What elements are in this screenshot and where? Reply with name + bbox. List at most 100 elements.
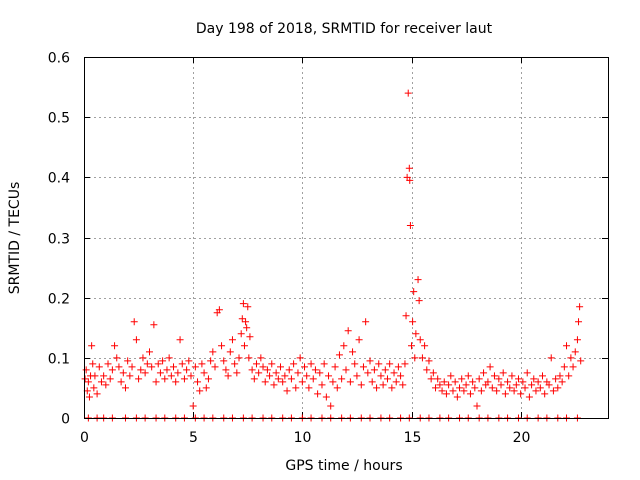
data-point	[255, 369, 263, 377]
data-point	[325, 372, 333, 380]
data-point	[178, 360, 186, 368]
data-points	[81, 89, 585, 422]
data-point	[187, 372, 195, 380]
data-point	[290, 360, 298, 368]
data-point	[411, 354, 419, 362]
data-point	[362, 318, 370, 326]
data-point	[283, 387, 291, 395]
data-point	[159, 357, 167, 365]
y-tick-label: 0.5	[48, 111, 70, 127]
data-point	[556, 372, 564, 380]
data-point	[307, 360, 315, 368]
data-point	[477, 387, 485, 395]
data-point	[560, 363, 568, 371]
data-point	[222, 366, 230, 374]
data-point	[373, 384, 381, 392]
data-point	[281, 372, 289, 380]
data-point	[484, 378, 492, 386]
data-point	[429, 369, 437, 377]
data-point	[571, 348, 579, 356]
data-point	[547, 354, 555, 362]
data-point	[351, 360, 359, 368]
y-tick-label: 0	[61, 412, 70, 428]
data-point	[575, 318, 583, 326]
data-point	[115, 363, 123, 371]
data-point	[322, 393, 330, 401]
data-point	[119, 369, 127, 377]
data-point	[517, 390, 525, 398]
data-point	[194, 378, 202, 386]
data-point	[301, 363, 309, 371]
data-point	[126, 372, 134, 380]
x-tick-label: 20	[513, 430, 531, 446]
data-point	[248, 366, 256, 374]
data-point	[202, 384, 210, 392]
data-point	[152, 378, 160, 386]
data-point	[156, 369, 164, 377]
data-point	[390, 369, 398, 377]
data-point	[146, 348, 153, 356]
data-point	[383, 375, 391, 383]
data-point	[257, 354, 265, 362]
data-point	[402, 312, 410, 320]
data-point	[111, 342, 119, 350]
data-point	[412, 330, 420, 338]
data-point	[541, 390, 549, 398]
data-point	[240, 342, 248, 350]
data-point	[318, 381, 326, 389]
data-point	[141, 369, 149, 377]
data-point	[501, 390, 509, 398]
data-point	[237, 330, 245, 338]
data-point	[525, 393, 533, 401]
data-point	[469, 378, 477, 386]
data-point	[508, 372, 516, 380]
data-point	[285, 366, 293, 374]
data-point	[528, 381, 536, 389]
data-point	[510, 387, 518, 395]
data-point	[409, 318, 417, 326]
data-point	[445, 381, 453, 389]
data-point	[311, 366, 319, 374]
data-point	[91, 372, 99, 380]
data-point	[475, 375, 483, 383]
data-point	[172, 378, 180, 386]
data-point	[359, 363, 367, 371]
data-point	[124, 357, 132, 365]
data-point	[418, 354, 426, 362]
data-point	[245, 354, 253, 362]
data-point	[316, 369, 324, 377]
data-point	[165, 354, 173, 362]
data-point	[93, 390, 101, 398]
data-point	[449, 387, 457, 395]
data-point	[539, 372, 546, 380]
data-point	[499, 369, 507, 377]
data-point	[218, 342, 226, 350]
data-point	[176, 336, 184, 344]
data-point	[252, 360, 260, 368]
data-point	[117, 378, 125, 386]
data-point	[392, 378, 400, 386]
data-point	[189, 402, 197, 410]
data-point	[451, 378, 459, 386]
data-point	[558, 378, 566, 386]
data-point	[471, 384, 479, 392]
data-point	[549, 387, 557, 395]
data-point	[259, 363, 267, 371]
data-point	[211, 363, 219, 371]
data-point	[82, 366, 90, 374]
data-point	[423, 366, 431, 374]
data-point	[100, 372, 108, 380]
data-point	[410, 288, 418, 296]
data-point	[185, 357, 193, 365]
data-point	[464, 372, 472, 380]
data-point	[250, 375, 258, 383]
data-point	[504, 378, 512, 386]
y-tick-label: 0.3	[48, 232, 70, 248]
data-point	[198, 360, 206, 368]
chart-title: Day 198 of 2018, SRMTID for receiver lau…	[196, 21, 493, 37]
data-point	[406, 221, 414, 229]
data-point	[242, 318, 250, 326]
data-point	[108, 366, 116, 374]
data-point	[421, 342, 429, 350]
data-point	[294, 369, 302, 377]
